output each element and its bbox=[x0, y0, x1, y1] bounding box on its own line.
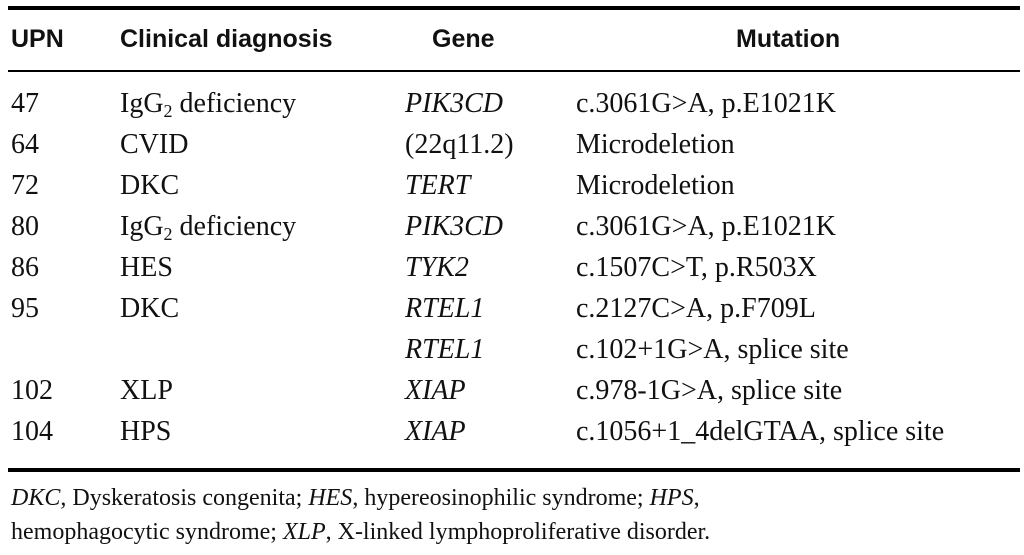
cell-gene: TERT bbox=[405, 170, 471, 201]
cell-upn: 86 bbox=[11, 252, 39, 283]
footnote-abbr-hes: HES bbox=[308, 485, 353, 511]
cell-gene: XIAP bbox=[405, 375, 466, 406]
cell-gene: (22q11.2) bbox=[405, 129, 514, 160]
cell-mutation: Microdeletion bbox=[576, 129, 735, 160]
cell-clinical-diagnosis: HPS bbox=[120, 412, 171, 452]
cell-clinical-diagnosis: DKC bbox=[120, 166, 179, 206]
table-row: 80 IgG2 deficiency PIK3CD c.3061G>A, p.E102… bbox=[0, 207, 1024, 247]
header-upn: UPN bbox=[11, 25, 64, 53]
cell-clinical-diagnosis: XLP bbox=[120, 371, 173, 411]
cell-mutation: Microdeletion bbox=[576, 170, 735, 201]
diagnosis-text: DKC bbox=[120, 170, 180, 201]
cell-clinical-diagnosis: IgG2 deficiency bbox=[120, 84, 296, 131]
table-row: 102 XLP XIAP c.978-1G>A, splice site bbox=[0, 371, 1024, 411]
header-mutation: Mutation bbox=[736, 25, 841, 53]
table-row: 95 DKC RTEL1 c.2127C>A, p.F709L bbox=[0, 289, 1024, 329]
diagnosis-text: IgG bbox=[120, 88, 164, 119]
cell-upn: 104 bbox=[11, 416, 53, 447]
table-row: RTEL1 c.102+1G>A, splice site bbox=[0, 330, 1024, 370]
cell-upn: 64 bbox=[11, 129, 39, 160]
table-top-rule bbox=[8, 6, 1020, 10]
cell-mutation: c.1507C>T, p.R503X bbox=[576, 252, 817, 283]
cell-gene: TYK2 bbox=[405, 252, 469, 283]
cell-clinical-diagnosis: IgG2 deficiency bbox=[120, 207, 296, 254]
diagnosis-suffix: deficiency bbox=[172, 88, 297, 119]
footnote-abbr-dkc: DKC bbox=[11, 485, 61, 511]
table-row: 86 HES TYK2 c.1507C>T, p.R503X bbox=[0, 248, 1024, 288]
table-header-rule bbox=[8, 70, 1020, 72]
cell-clinical-diagnosis: CVID bbox=[120, 125, 188, 165]
cell-clinical-diagnosis: DKC bbox=[120, 289, 179, 329]
cell-upn: 102 bbox=[11, 375, 53, 406]
footnote-line-1: DKC, Dyskeratosis congenita; HES, hypere… bbox=[11, 483, 700, 513]
table-row: 72 DKC TERT Microdeletion bbox=[0, 166, 1024, 206]
footnote-def-hps: hemophagocytic syndrome; bbox=[11, 519, 283, 545]
header-gene: Gene bbox=[432, 25, 495, 53]
footnote-def-hps-sep: , bbox=[693, 485, 700, 511]
cell-mutation: c.1056+1_4delGTAA, splice site bbox=[576, 416, 945, 447]
table-bottom-rule bbox=[8, 468, 1020, 472]
cell-gene: XIAP bbox=[405, 416, 466, 447]
cell-gene: PIK3CD bbox=[405, 211, 503, 242]
footnote-def-xlp: , X-linked lymphoproliferative disorder. bbox=[325, 519, 711, 545]
cell-mutation: c.3061G>A, p.E1021K bbox=[576, 211, 836, 242]
cell-upn: 72 bbox=[11, 170, 39, 201]
cell-mutation: c.3061G>A, p.E1021K bbox=[576, 88, 836, 119]
cell-clinical-diagnosis: HES bbox=[120, 248, 173, 288]
cell-upn: 80 bbox=[11, 211, 39, 242]
cell-mutation: c.102+1G>A, splice site bbox=[576, 334, 849, 365]
diagnosis-text: CVID bbox=[120, 129, 189, 160]
footnote-def-hes: , hypereosinophilic syndrome; bbox=[352, 485, 650, 511]
diagnosis-suffix: deficiency bbox=[172, 211, 297, 242]
table-row: 104 HPS XIAP c.1056+1_4delGTAA, splice site bbox=[0, 412, 1024, 452]
cell-upn: 47 bbox=[11, 88, 39, 119]
diagnosis-text: DKC bbox=[120, 293, 180, 324]
diagnosis-text: HPS bbox=[120, 416, 172, 447]
cell-mutation: c.978-1G>A, splice site bbox=[576, 375, 843, 406]
cell-gene: RTEL1 bbox=[405, 334, 485, 365]
diagnosis-subscript: 2 bbox=[163, 101, 173, 121]
diagnosis-text: HES bbox=[120, 252, 173, 283]
table-row: 64 CVID (22q11.2) Microdeletion bbox=[0, 125, 1024, 165]
footnote-line-2: hemophagocytic syndrome; XLP, X-linked l… bbox=[11, 517, 710, 547]
cell-gene: RTEL1 bbox=[405, 293, 485, 324]
cell-mutation: c.2127C>A, p.F709L bbox=[576, 293, 816, 324]
diagnosis-text: XLP bbox=[120, 375, 173, 406]
cell-upn: 95 bbox=[11, 293, 39, 324]
header-clinical-diagnosis: Clinical diagnosis bbox=[120, 25, 333, 53]
table-row: 47 IgG2 deficiency PIK3CD c.3061G>A, p.E102… bbox=[0, 84, 1024, 124]
footnote-abbr-hps: HPS bbox=[649, 485, 694, 511]
diagnosis-subscript: 2 bbox=[163, 224, 173, 244]
diagnosis-text: IgG bbox=[120, 211, 164, 242]
footnote-def-dkc: , Dyskeratosis congenita; bbox=[60, 485, 309, 511]
footnote-abbr-xlp: XLP bbox=[282, 519, 326, 545]
cell-gene: PIK3CD bbox=[405, 88, 503, 119]
